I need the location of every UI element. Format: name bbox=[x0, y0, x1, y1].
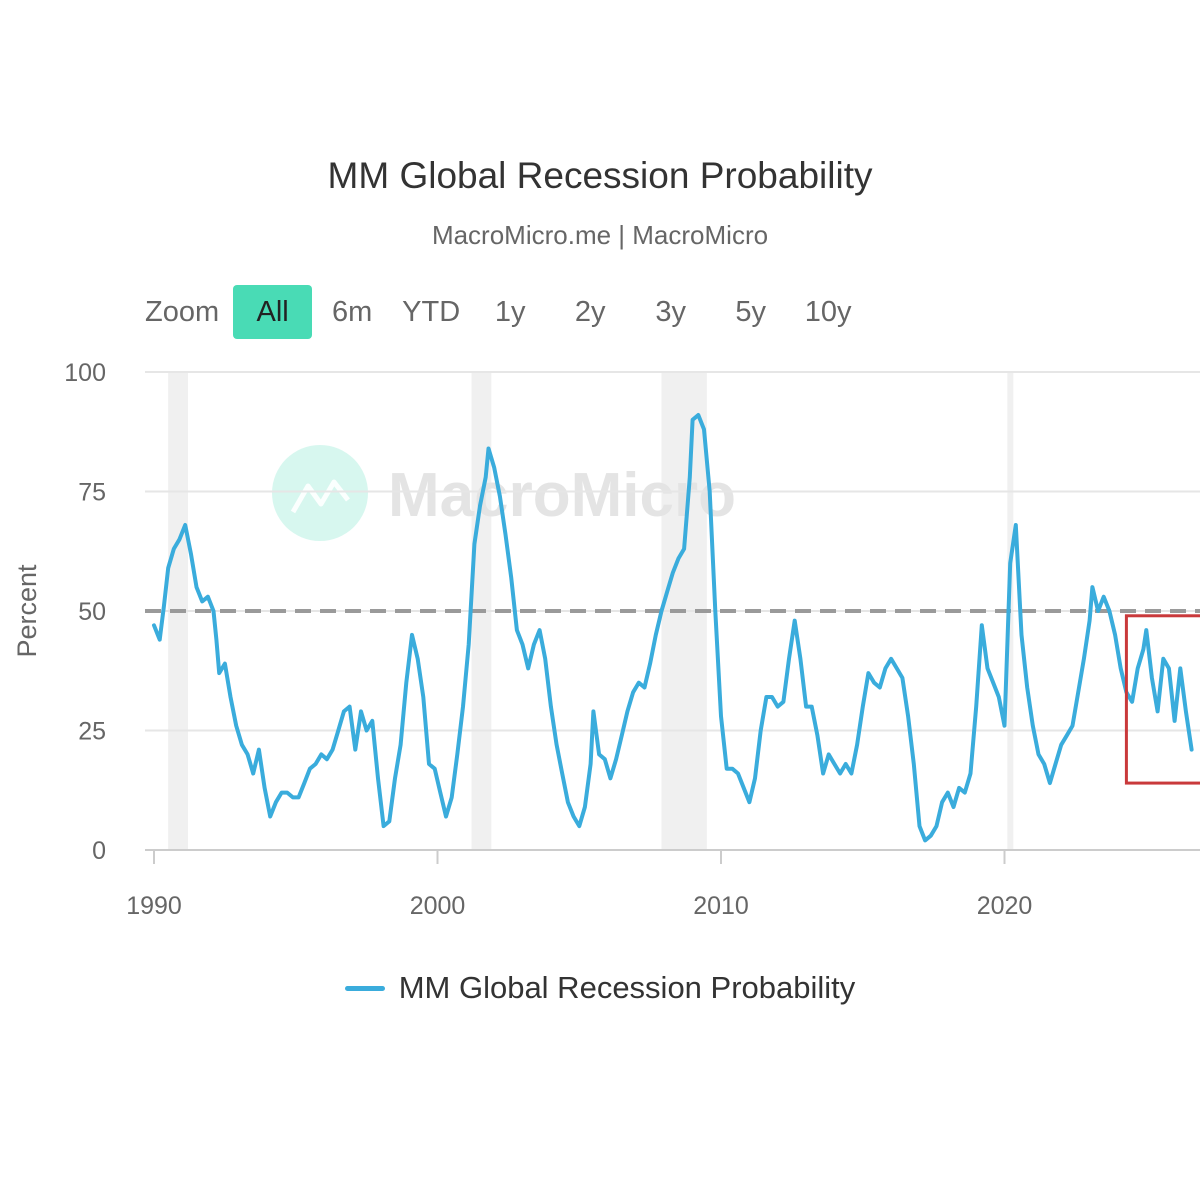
zoom-10y-button[interactable]: 10y bbox=[804, 296, 852, 328]
legend-label: MM Global Recession Probability bbox=[398, 970, 856, 1005]
y-axis-title: Percent bbox=[12, 564, 42, 658]
zoom-6m-button[interactable]: 6m bbox=[331, 296, 373, 328]
series-line-0 bbox=[152, 413, 1194, 843]
zoom-1y-button[interactable]: 1y bbox=[494, 296, 526, 328]
zoom-all-button[interactable]: All bbox=[233, 285, 313, 339]
highlight-box bbox=[1124, 614, 1200, 785]
zoom-label: Zoom bbox=[145, 295, 220, 328]
watermark-logo-icon bbox=[272, 445, 368, 541]
y-tick-label-50: 50 bbox=[78, 598, 106, 626]
watermark: MacroMicro bbox=[272, 445, 736, 541]
zoom-ytd-button[interactable]: YTD bbox=[402, 296, 461, 328]
y-tick-label-75: 75 bbox=[78, 479, 106, 507]
chart-subtitle: MacroMicro.me | MacroMicro bbox=[431, 220, 769, 250]
chart-title: MM Global Recession Probability bbox=[327, 155, 873, 196]
zoom-5y-button[interactable]: 5y bbox=[735, 296, 766, 328]
legend[interactable]: MM Global Recession Probability bbox=[0, 970, 1200, 1006]
watermark-logo-mark bbox=[290, 479, 350, 514]
x-tick-label-2010: 2010 bbox=[693, 892, 749, 920]
y-tick-label-0: 0 bbox=[92, 837, 106, 865]
y-tick-label-100: 100 bbox=[64, 359, 106, 387]
watermark-text: MacroMicro bbox=[388, 461, 736, 530]
legend-swatch bbox=[344, 985, 385, 991]
zoom-bar: Zoom All 6m YTD 1y 2y 3y 5y 10y bbox=[145, 285, 864, 339]
x-tick-label-2000: 2000 bbox=[410, 892, 466, 920]
zoom-3y-button[interactable]: 3y bbox=[655, 296, 686, 328]
x-tick-label-1990: 1990 bbox=[126, 892, 182, 920]
y-tick-label-25: 25 bbox=[78, 718, 106, 746]
x-tick-label-2020: 2020 bbox=[977, 892, 1033, 920]
zoom-2y-button[interactable]: 2y bbox=[574, 296, 606, 328]
